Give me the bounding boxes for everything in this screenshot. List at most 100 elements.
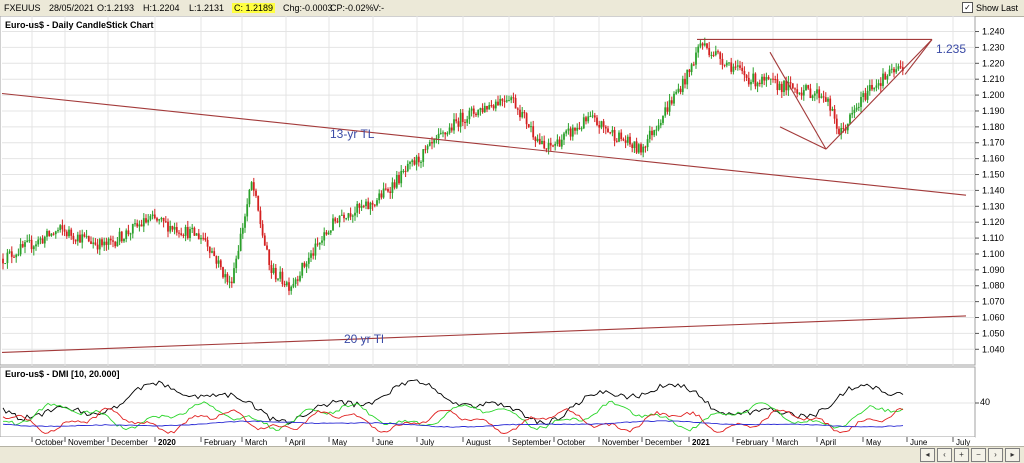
candle-body [39, 238, 42, 240]
candle-body [717, 51, 719, 53]
ticker-volume: V:- [373, 3, 385, 13]
candle-body [547, 142, 550, 150]
candle-body [382, 188, 385, 198]
x-tick-label: July [420, 438, 434, 446]
scroll-end-button[interactable]: ▸ [1005, 448, 1020, 462]
x-axis-band [0, 437, 975, 446]
candle-body [131, 223, 134, 234]
candle-body [325, 232, 328, 235]
candle-body [886, 75, 889, 80]
candle-body [585, 117, 587, 122]
candle-body [466, 119, 469, 123]
candle-body [402, 170, 405, 172]
candle-body [409, 162, 411, 164]
candle-body [367, 201, 370, 210]
candle-body [754, 73, 757, 87]
dmi-plus-di-line [3, 400, 904, 432]
candle-body [758, 82, 761, 85]
candle-body [30, 239, 33, 250]
zoom-out-button[interactable]: − [971, 448, 986, 462]
candle-body [780, 83, 783, 93]
ticker-date: 28/05/2021 [49, 3, 95, 13]
candle-body [167, 221, 169, 232]
candle-body [853, 109, 856, 114]
candle-body [490, 105, 493, 107]
candle-body [83, 234, 86, 237]
candle-body [307, 257, 310, 264]
candle-body [433, 138, 436, 144]
candle-body [109, 238, 112, 241]
candle-body [204, 238, 207, 240]
candle-body [28, 239, 31, 241]
show-last-toggle[interactable]: ✓ Show Last [961, 2, 1018, 13]
candle-body [840, 127, 843, 135]
ticker-high: H:1.2204 [143, 3, 180, 13]
candle-body [299, 275, 301, 281]
candle-body [215, 255, 218, 264]
candle-body [677, 88, 680, 92]
candle-body [228, 281, 231, 283]
candle-body [329, 230, 332, 233]
candle-body [395, 175, 398, 188]
candle-body [343, 214, 345, 219]
candle-body [580, 128, 583, 130]
candle-body [838, 128, 840, 135]
price-y-tick: 1.190 [982, 106, 1005, 116]
candle-body [472, 108, 475, 114]
candle-body [400, 170, 403, 184]
show-last-checkbox[interactable]: ✓ [961, 2, 973, 13]
candle-body [127, 230, 130, 235]
candle-body [574, 127, 576, 131]
candle-body [336, 221, 339, 223]
ticker-close: C: 1.2189 [232, 3, 276, 13]
candle-body [294, 279, 297, 284]
candle-body [103, 241, 106, 246]
scroll-prev-button[interactable]: ‹ [937, 448, 952, 462]
candle-body [778, 83, 781, 91]
candle-body [285, 282, 288, 286]
candle-body [446, 133, 449, 135]
price-grid [2, 16, 975, 437]
candle-body [497, 101, 499, 106]
candle-body [873, 87, 876, 90]
candle-body [191, 227, 194, 230]
scroll-fit-button[interactable]: ◂ [920, 448, 935, 462]
candle-body [420, 161, 422, 163]
candlestick-series [2, 37, 904, 296]
candle-body [345, 218, 348, 220]
candle-body [237, 250, 240, 259]
candle-body [679, 88, 682, 93]
price-y-tick: 1.150 [982, 170, 1005, 180]
scroll-next-button[interactable]: › [988, 448, 1003, 462]
candle-body [439, 132, 442, 134]
candle-body [534, 137, 537, 142]
candle-body [68, 229, 70, 237]
candle-body [178, 232, 180, 234]
candle-body [835, 118, 838, 129]
candle-body [761, 76, 763, 85]
candle-body [860, 96, 862, 107]
level-label: 1.235 [936, 42, 966, 56]
candle-body [783, 80, 785, 93]
x-tick-label: June [910, 438, 928, 446]
candle-body [635, 141, 638, 153]
candle-body [662, 115, 664, 123]
chart-scroll-bar[interactable]: ◂ ‹ + − › ▸ [0, 446, 1024, 463]
dmi-series [2, 379, 904, 434]
candle-body [675, 91, 678, 94]
candle-body [525, 113, 528, 125]
ticker-low: L:1.2131 [189, 3, 225, 13]
price-y-tick: 1.230 [982, 42, 1005, 52]
zoom-in-button[interactable]: + [954, 448, 969, 462]
candle-body [833, 109, 836, 119]
candle-body [70, 229, 73, 236]
candle-body [369, 202, 372, 210]
candle-body [50, 233, 53, 236]
candle-body [145, 218, 147, 223]
candle-body [800, 92, 803, 96]
candle-body [554, 143, 557, 146]
candle-body [510, 97, 513, 101]
candle-body [668, 100, 671, 112]
x-tick-label: October [35, 438, 64, 446]
candle-body [211, 251, 213, 253]
